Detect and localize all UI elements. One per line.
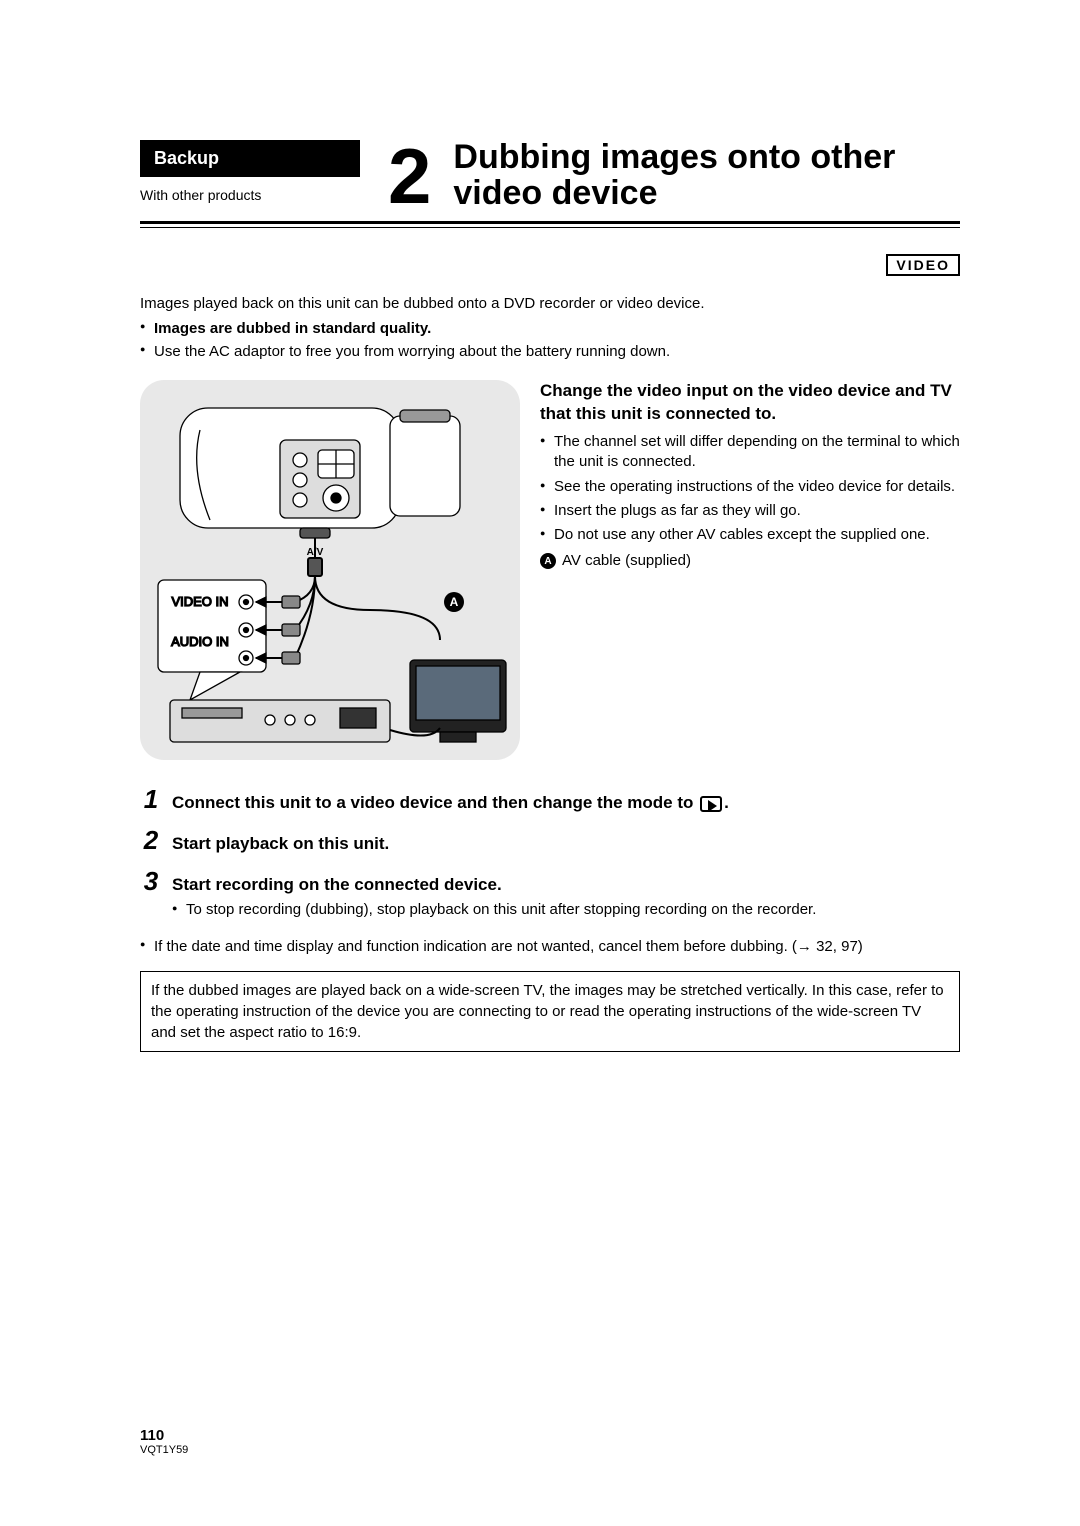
step-2-number: 2: [140, 825, 162, 856]
intro-bullet-2: Use the AC adaptor to free you from worr…: [140, 342, 960, 362]
page-header: Backup With other products 2 Dubbing ima…: [140, 140, 960, 211]
page-title-wrap: Dubbing images onto other video device: [453, 140, 895, 211]
steps-block: 1 Connect this unit to a video device an…: [140, 784, 960, 918]
rule-thick: [140, 221, 960, 224]
right-bullet-3: Insert the plugs as far as they will go.: [540, 501, 960, 521]
step-3-subbullets: To stop recording (dubbing), stop playba…: [172, 901, 960, 918]
section-tab: Backup: [140, 140, 360, 177]
step-3-sub-1: To stop recording (dubbing), stop playba…: [172, 901, 960, 918]
intro-line: Images played back on this unit can be d…: [140, 294, 960, 314]
step-1-text-main: Connect this unit to a video device and …: [172, 793, 693, 812]
right-column: Change the video input on the video devi…: [540, 380, 960, 760]
legend-row: A AV cable (supplied): [540, 551, 960, 571]
manual-page: Backup With other products 2 Dubbing ima…: [0, 0, 1080, 1526]
right-bullets: The channel set will differ depending on…: [540, 432, 960, 545]
legend-text: AV cable (supplied): [562, 551, 691, 571]
step-3: 3 Start recording on the connected devic…: [140, 866, 960, 897]
page-title-line1: Dubbing images onto other: [453, 140, 895, 176]
step-3-number: 3: [140, 866, 162, 897]
note-bullets: If the date and time display and functio…: [140, 936, 960, 957]
audio-in-label: AUDIO IN: [171, 634, 229, 649]
header-subtext-row: With other products: [140, 177, 360, 204]
step-1-number: 1: [140, 784, 162, 815]
step-1-tail: .: [724, 793, 729, 812]
connection-diagram: A/V VIDEO IN AUDIO IN: [140, 380, 520, 760]
right-bullet-1: The channel set will differ depending on…: [540, 432, 960, 473]
right-bullet-4: Do not use any other AV cables except th…: [540, 525, 960, 545]
step-1-text: Connect this unit to a video device and …: [172, 791, 729, 815]
intro-bullet-bold: Images are dubbed in standard quality.: [140, 319, 960, 339]
step-1: 1 Connect this unit to a video device an…: [140, 784, 960, 815]
page-number: 110: [140, 1427, 188, 1444]
doc-id: VQT1Y59: [140, 1444, 188, 1456]
page-title-line2: video device: [453, 176, 895, 212]
diagram-marker-a: A: [450, 595, 459, 609]
info-box: If the dubbed images are played back on …: [140, 971, 960, 1052]
right-bullet-2: See the operating instructions of the vi…: [540, 477, 960, 497]
chapter-number: 2: [388, 143, 431, 209]
header-rules: [140, 221, 960, 228]
note-1: If the date and time display and functio…: [140, 936, 960, 957]
header-subtext: With other products: [140, 187, 273, 204]
header-left-col: Backup With other products: [140, 140, 360, 211]
step-2: 2 Start playback on this unit.: [140, 825, 960, 856]
step-2-text: Start playback on this unit.: [172, 832, 389, 856]
video-badge: VIDEO: [886, 254, 960, 276]
diagram-svg: A/V VIDEO IN AUDIO IN: [140, 380, 520, 760]
rule-thin: [140, 227, 960, 228]
video-badge-row: VIDEO: [140, 254, 960, 276]
step-3-text: Start recording on the connected device.: [172, 873, 502, 897]
intro-block: Images played back on this unit can be d…: [140, 294, 960, 362]
playback-mode-icon: [700, 796, 722, 812]
mid-row: A/V VIDEO IN AUDIO IN: [140, 380, 960, 760]
page-footer: 110 VQT1Y59: [140, 1427, 188, 1456]
legend-marker-icon: A: [540, 553, 556, 569]
chapter-number-wrap: 2 Dubbing images onto other video device: [360, 140, 895, 211]
video-in-label: VIDEO IN: [171, 594, 228, 609]
right-heading: Change the video input on the video devi…: [540, 380, 960, 426]
legend: A AV cable (supplied): [540, 551, 960, 571]
